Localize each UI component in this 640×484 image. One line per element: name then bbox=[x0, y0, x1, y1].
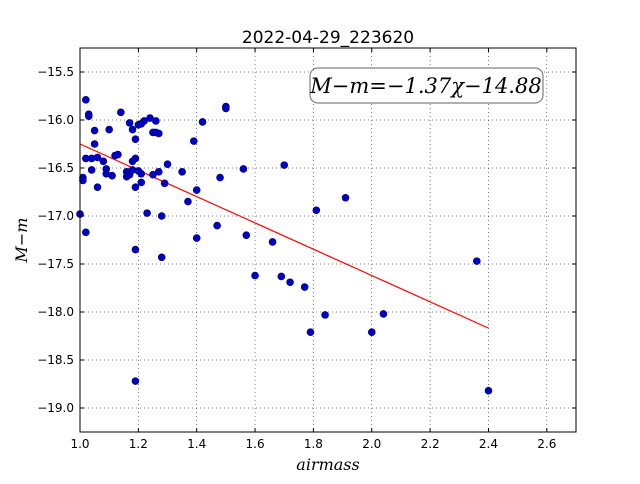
x-axis-label: airmass bbox=[296, 455, 359, 474]
data-point bbox=[198, 118, 207, 126]
y-tick-label: −16.5 bbox=[37, 161, 74, 175]
data-point bbox=[82, 96, 90, 104]
data-point bbox=[484, 386, 493, 395]
y-tick-label: −16.0 bbox=[37, 113, 74, 127]
data-point bbox=[93, 153, 102, 162]
data-point bbox=[93, 183, 102, 191]
data-point bbox=[178, 168, 186, 176]
data-point bbox=[137, 178, 146, 187]
y-tick-label: −17.0 bbox=[37, 209, 74, 223]
data-point bbox=[306, 328, 315, 336]
fit-line-group bbox=[79, 143, 489, 329]
data-point bbox=[99, 157, 108, 166]
equation-annotation: M−m=−1.37χ−14.88 bbox=[309, 67, 544, 104]
data-point bbox=[90, 126, 99, 135]
data-point bbox=[379, 310, 388, 318]
data-point bbox=[242, 231, 251, 239]
data-point bbox=[213, 221, 221, 230]
data-point bbox=[268, 238, 277, 246]
data-point bbox=[157, 212, 166, 220]
data-point bbox=[472, 257, 481, 265]
data-points bbox=[76, 96, 493, 395]
axis-ticks bbox=[79, 48, 576, 432]
x-tick-label: 2.0 bbox=[362, 437, 381, 451]
x-tick-label: 1.0 bbox=[70, 437, 89, 451]
data-point bbox=[163, 160, 172, 168]
data-point bbox=[239, 165, 248, 173]
data-point bbox=[84, 110, 93, 119]
data-point bbox=[90, 140, 99, 148]
y-tick-label: −15.5 bbox=[37, 65, 74, 79]
tick-labels: 1.0 1.2 1.4 1.6 1.8 2.0 2.2 2.4 2.6 −15.5 −16.0 −16… bbox=[37, 65, 556, 451]
data-point bbox=[312, 206, 321, 215]
data-point bbox=[321, 311, 329, 319]
data-point bbox=[131, 377, 140, 385]
data-point bbox=[192, 186, 201, 194]
data-point bbox=[87, 166, 96, 174]
data-point bbox=[286, 278, 294, 287]
y-tick-label: −19.0 bbox=[37, 401, 74, 415]
x-tick-label: 2.2 bbox=[421, 437, 440, 451]
data-point bbox=[192, 234, 201, 242]
data-point bbox=[160, 179, 169, 188]
data-point bbox=[143, 209, 151, 217]
x-tick-label: 1.2 bbox=[129, 437, 148, 451]
data-point bbox=[125, 119, 134, 127]
chart-title: 2022-04-29_223620 bbox=[242, 28, 414, 48]
data-point bbox=[184, 197, 192, 206]
data-point bbox=[341, 193, 350, 202]
data-point bbox=[251, 271, 259, 280]
data-point bbox=[189, 137, 198, 145]
data-point bbox=[152, 117, 160, 125]
data-point bbox=[131, 183, 140, 191]
data-point bbox=[222, 104, 230, 113]
data-point bbox=[367, 328, 376, 336]
annotation-box bbox=[309, 67, 544, 104]
plot-frame bbox=[79, 47, 577, 433]
data-point bbox=[131, 154, 140, 163]
fit-line bbox=[79, 143, 489, 329]
x-tick-label: 2.6 bbox=[537, 437, 556, 451]
fit-equation: M−m=−1.37χ−14.88 bbox=[309, 74, 541, 98]
y-tick-label: −18.0 bbox=[37, 305, 74, 319]
y-tick-label: −18.5 bbox=[37, 353, 74, 367]
data-point bbox=[300, 283, 309, 291]
data-point bbox=[277, 272, 286, 281]
x-tick-label: 2.4 bbox=[479, 437, 498, 451]
x-tick-label: 1.6 bbox=[246, 437, 265, 451]
data-point bbox=[131, 135, 140, 143]
data-point bbox=[117, 108, 125, 117]
data-point bbox=[216, 173, 224, 182]
data-point bbox=[105, 125, 113, 134]
data-point bbox=[82, 228, 90, 237]
data-point bbox=[131, 245, 140, 254]
data-point bbox=[108, 171, 116, 180]
x-tick-label: 1.8 bbox=[304, 437, 323, 451]
y-tick-label: −17.5 bbox=[37, 257, 74, 271]
data-point bbox=[114, 150, 122, 159]
data-point bbox=[154, 168, 163, 176]
data-point bbox=[157, 253, 166, 262]
data-point bbox=[280, 161, 289, 169]
data-point bbox=[79, 176, 87, 185]
y-axis-label: M−m bbox=[12, 218, 31, 264]
x-tick-label: 1.4 bbox=[187, 437, 206, 451]
data-point bbox=[128, 125, 137, 134]
data-point bbox=[154, 129, 163, 138]
data-point bbox=[137, 169, 146, 178]
